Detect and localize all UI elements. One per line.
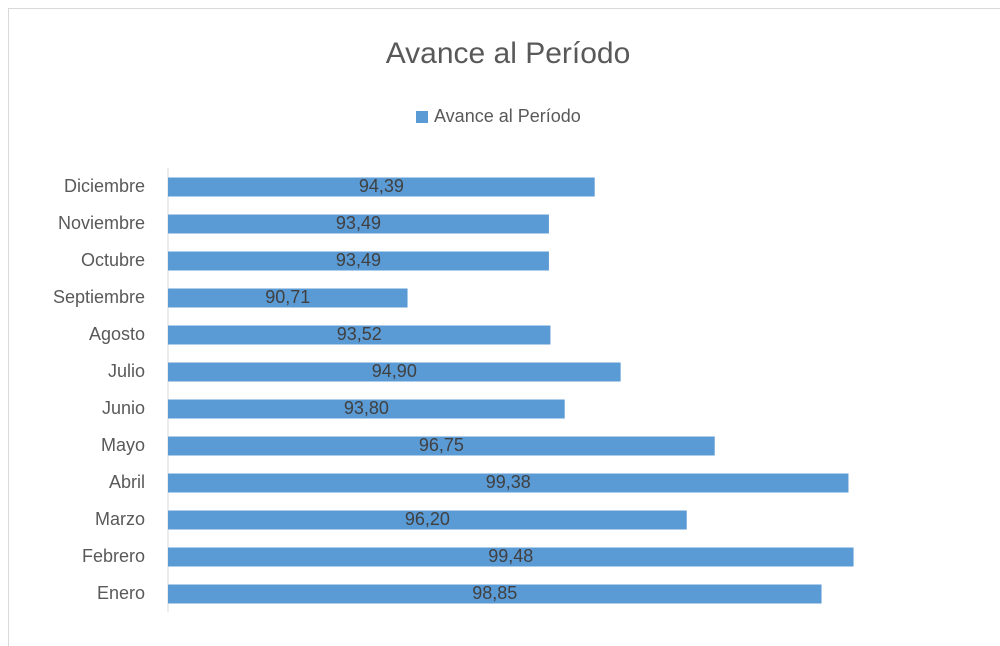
data-label: 93,49 (336, 250, 381, 270)
y-tick-label: Septiembre (53, 287, 145, 307)
y-tick-label: Octubre (81, 250, 145, 270)
bar (168, 251, 549, 271)
legend-label: Avance al Período (434, 106, 581, 126)
data-label: 98,85 (472, 583, 517, 603)
data-label: 99,48 (488, 546, 533, 566)
y-tick-label: Febrero (82, 546, 145, 566)
bar (168, 436, 715, 456)
y-tick-label: Mayo (101, 435, 145, 455)
data-label: 93,49 (336, 213, 381, 233)
bar (168, 473, 849, 493)
bar (168, 214, 549, 234)
data-label: 99,38 (486, 472, 531, 492)
bar (168, 177, 595, 197)
data-label: 94,39 (359, 176, 404, 196)
data-label: 94,90 (372, 361, 417, 381)
y-tick-label: Enero (97, 583, 145, 603)
bar (168, 399, 565, 419)
y-tick-label: Noviembre (58, 213, 145, 233)
y-tick-label: Marzo (95, 509, 145, 529)
bar (168, 510, 687, 530)
data-label: 96,20 (405, 509, 450, 529)
bar (168, 547, 854, 567)
data-label: 90,71 (265, 287, 310, 307)
y-tick-label: Diciembre (64, 176, 145, 196)
bar (168, 325, 551, 345)
y-tick-label: Julio (108, 361, 145, 381)
data-label: 93,80 (344, 398, 389, 418)
chart-title: Avance al Período (386, 37, 631, 70)
y-tick-label: Abril (109, 472, 145, 492)
bar (168, 584, 822, 604)
legend-swatch (416, 111, 428, 123)
y-tick-label: Junio (102, 398, 145, 418)
data-label: 93,52 (337, 324, 382, 344)
y-tick-label: Agosto (89, 324, 145, 344)
bar (168, 288, 408, 308)
bar (168, 362, 621, 382)
data-label: 96,75 (419, 435, 464, 455)
